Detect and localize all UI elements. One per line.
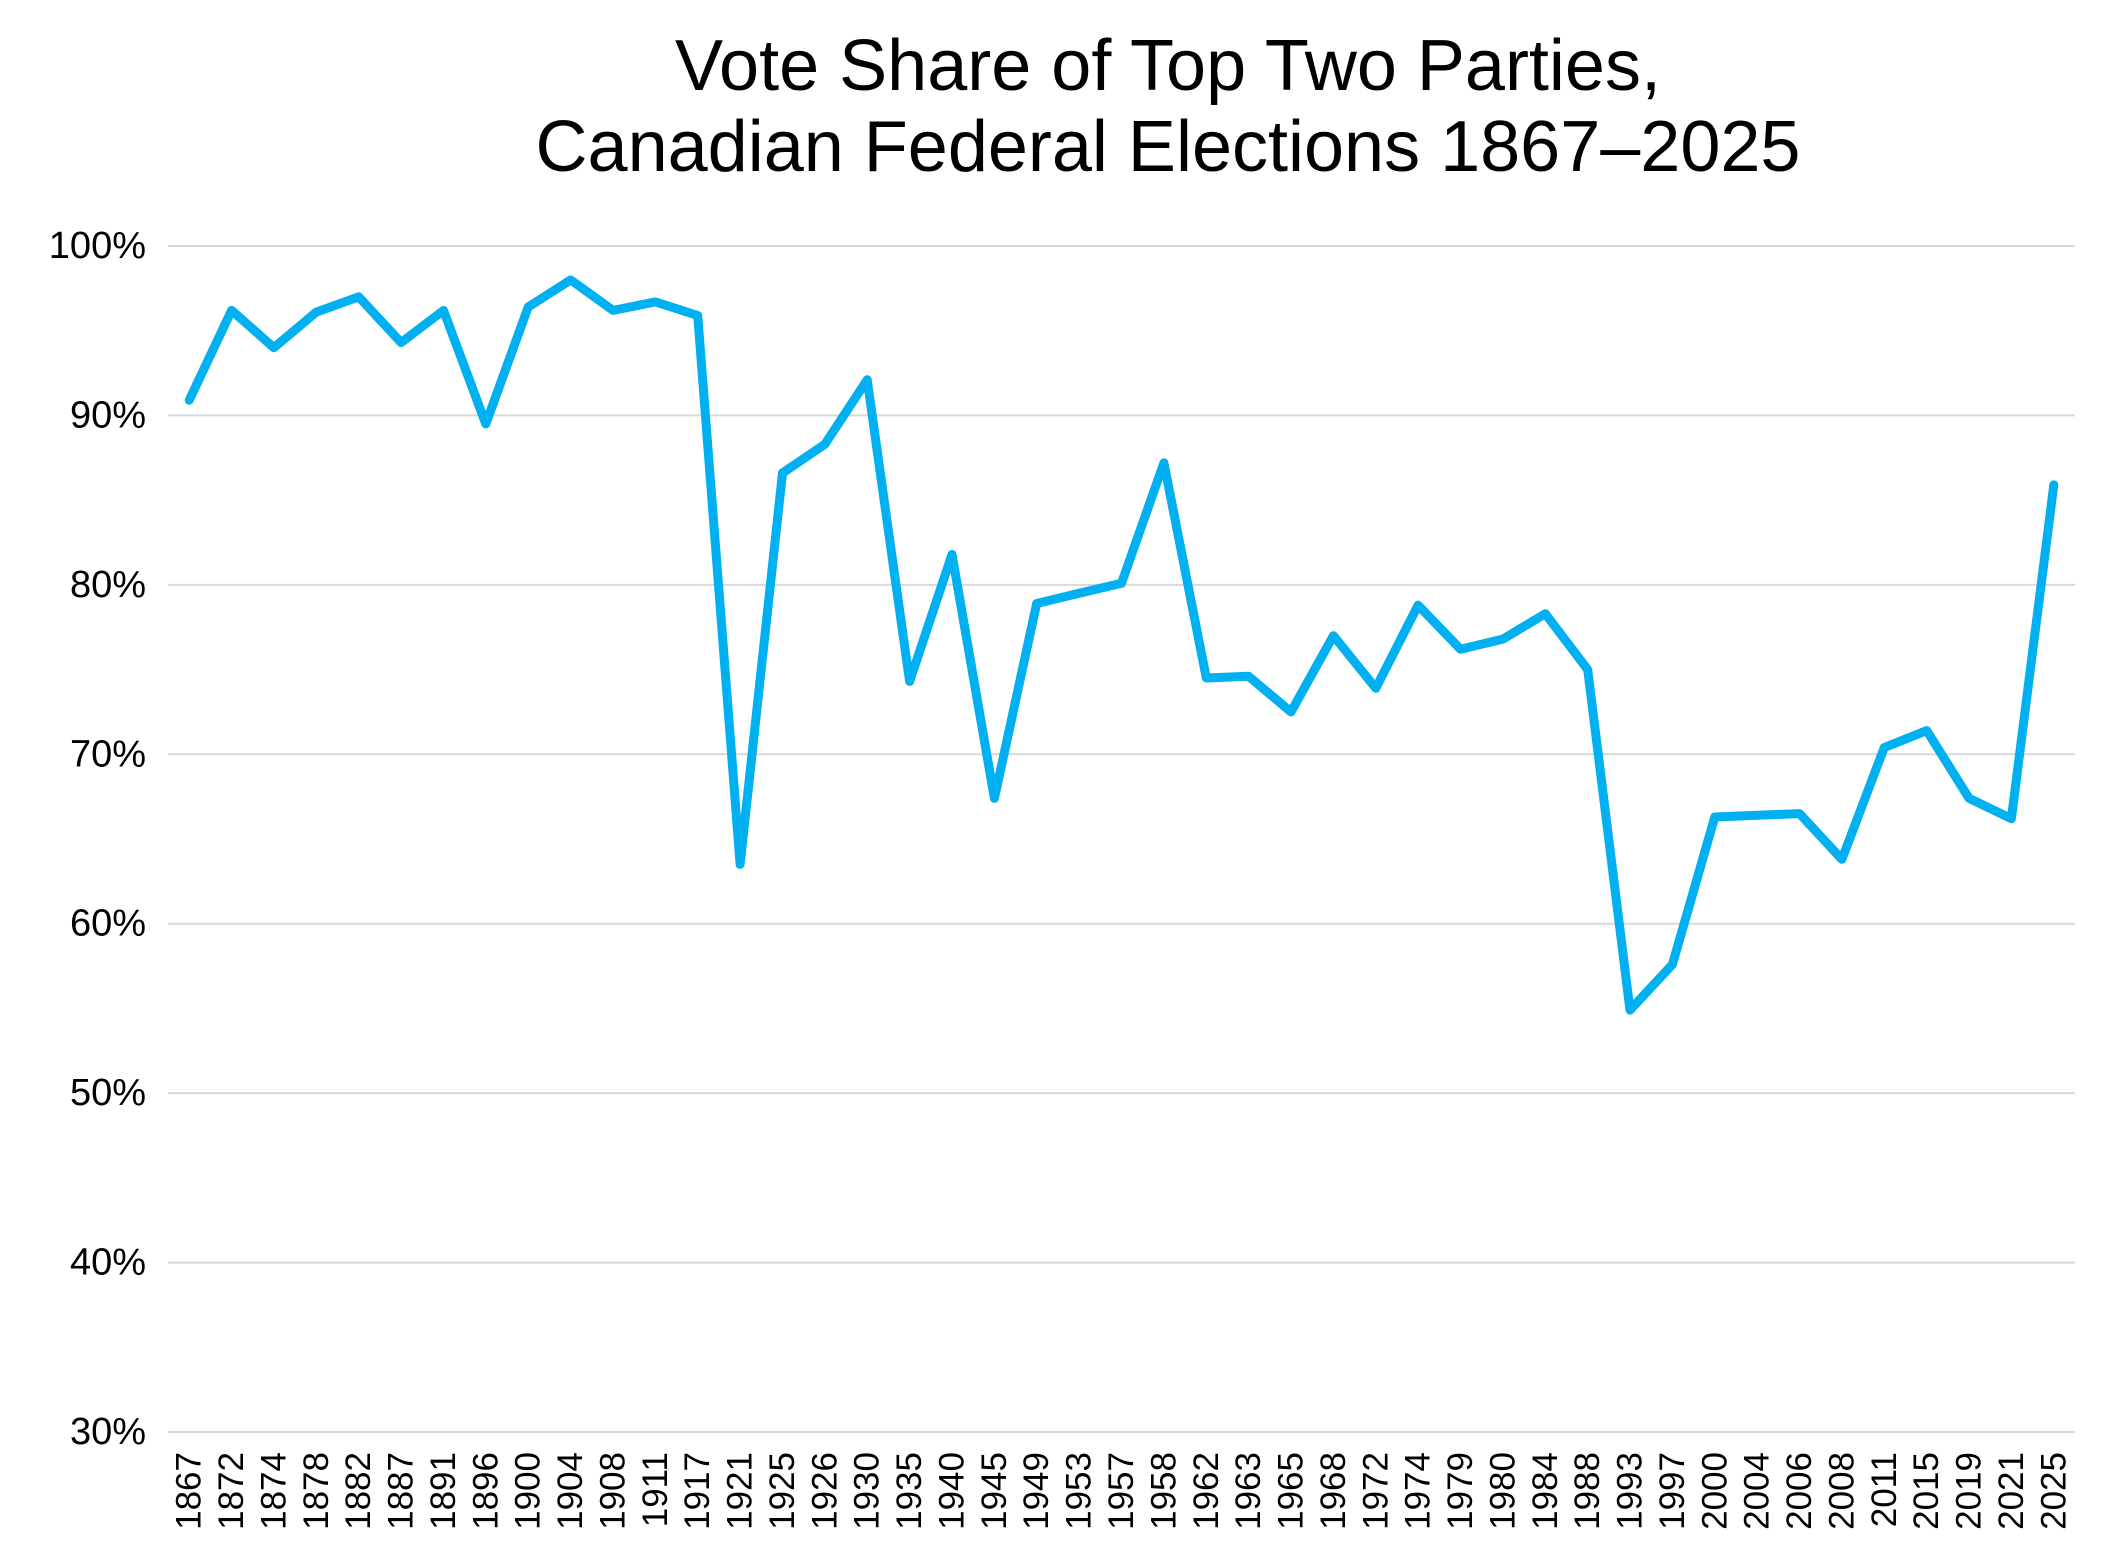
x-tick-label-1980: 1980 xyxy=(1483,1452,1522,1530)
y-tick-label-40: 40% xyxy=(70,1242,146,1284)
x-tick-label-1911: 1911 xyxy=(636,1452,675,1527)
x-tick-label-1882: 1882 xyxy=(339,1452,378,1530)
x-tick-label-2019: 2019 xyxy=(1950,1452,1989,1530)
y-tick-label-30: 30% xyxy=(70,1411,146,1453)
x-tick-label-1958: 1958 xyxy=(1144,1452,1183,1530)
y-tick-label-100: 100% xyxy=(49,225,146,267)
y-tick-label-60: 60% xyxy=(70,903,146,945)
x-tick-label-1921: 1921 xyxy=(721,1452,760,1530)
x-tick-label-1957: 1957 xyxy=(1102,1452,1141,1530)
x-tick-label-1896: 1896 xyxy=(466,1452,505,1530)
x-tick-label-1878: 1878 xyxy=(297,1452,336,1530)
data-series xyxy=(184,275,2059,1015)
chart-title-line-2: Canadian Federal Elections 1867–2025 xyxy=(535,106,1801,187)
x-tick-label-1953: 1953 xyxy=(1060,1452,1099,1530)
x-tick-label-1949: 1949 xyxy=(1017,1452,1056,1530)
x-tick-label-1974: 1974 xyxy=(1399,1452,1438,1530)
x-tick-label-1925: 1925 xyxy=(763,1452,802,1530)
x-tick-label-1962: 1962 xyxy=(1187,1452,1226,1530)
x-tick-label-2011: 2011 xyxy=(1865,1452,1904,1527)
x-axis-labels: 1867 1872 1874 1878 1882 1887 1891 1896 1900 1904… xyxy=(170,1452,2074,1530)
vote-share-line xyxy=(184,275,2059,1015)
chart-title-line-1: Vote Share of Top Two Parties, xyxy=(675,26,1661,106)
x-tick-label-1935: 1935 xyxy=(890,1452,929,1530)
x-tick-label-1867: 1867 xyxy=(170,1452,209,1530)
x-tick-label-1945: 1945 xyxy=(975,1452,1014,1530)
x-tick-label-1972: 1972 xyxy=(1356,1452,1395,1530)
x-tick-label-2021: 2021 xyxy=(1992,1452,2031,1530)
x-tick-label-2004: 2004 xyxy=(1738,1452,1777,1530)
x-tick-label-2015: 2015 xyxy=(1907,1452,1946,1530)
x-tick-label-1963: 1963 xyxy=(1229,1452,1268,1530)
x-tick-label-2008: 2008 xyxy=(1822,1452,1861,1530)
x-tick-label-1887: 1887 xyxy=(382,1452,421,1530)
x-tick-label-2000: 2000 xyxy=(1695,1452,1734,1530)
x-tick-label-2006: 2006 xyxy=(1780,1452,1819,1530)
x-tick-label-1917: 1917 xyxy=(678,1452,717,1530)
x-tick-label-1965: 1965 xyxy=(1272,1452,1311,1530)
x-tick-label-1930: 1930 xyxy=(848,1452,887,1530)
y-axis-labels: 30% 40% 50% 60% 70% 80% 90% 100% xyxy=(49,225,146,1453)
x-tick-label-1979: 1979 xyxy=(1441,1452,1480,1530)
x-tick-label-1872: 1872 xyxy=(212,1452,251,1530)
x-tick-label-1904: 1904 xyxy=(551,1452,590,1530)
y-tick-label-80: 80% xyxy=(70,564,146,606)
x-tick-label-1900: 1900 xyxy=(509,1452,548,1530)
gridlines xyxy=(168,245,2075,1433)
x-tick-label-1891: 1891 xyxy=(424,1452,463,1530)
x-tick-label-1968: 1968 xyxy=(1314,1452,1353,1530)
x-tick-label-1908: 1908 xyxy=(593,1452,632,1530)
x-tick-label-1984: 1984 xyxy=(1526,1452,1565,1530)
x-tick-label-1940: 1940 xyxy=(932,1452,971,1530)
y-tick-label-90: 90% xyxy=(70,394,146,436)
y-tick-label-70: 70% xyxy=(70,733,146,775)
x-tick-label-1997: 1997 xyxy=(1653,1452,1692,1530)
x-tick-label-2025: 2025 xyxy=(2034,1452,2073,1530)
x-tick-label-1988: 1988 xyxy=(1568,1452,1607,1530)
chart-title: Vote Share of Top Two Parties, Canadian … xyxy=(536,26,1801,187)
x-tick-label-1874: 1874 xyxy=(254,1452,293,1530)
x-tick-label-1993: 1993 xyxy=(1611,1452,1650,1530)
x-tick-label-1926: 1926 xyxy=(805,1452,844,1530)
y-tick-label-50: 50% xyxy=(70,1072,146,1114)
